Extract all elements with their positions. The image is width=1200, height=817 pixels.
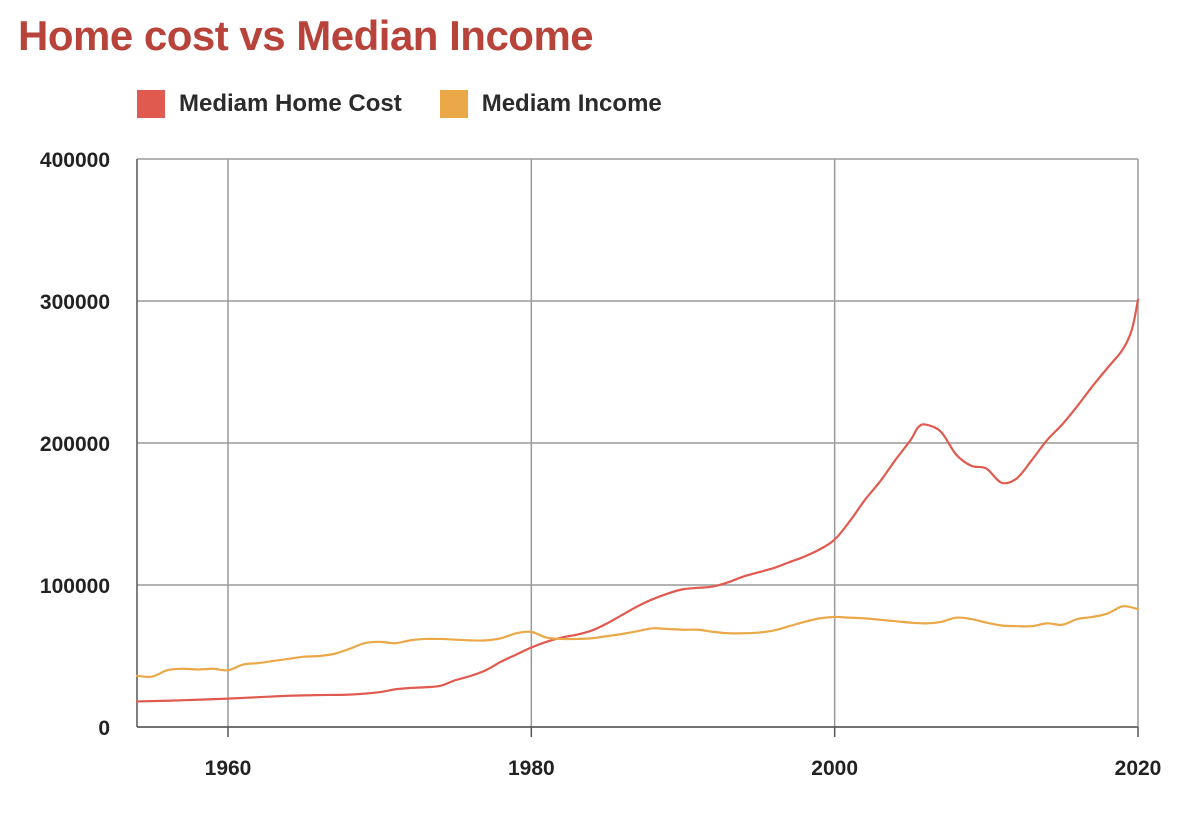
legend-swatch-home-cost bbox=[137, 90, 165, 118]
x-tick-label: 2020 bbox=[1115, 757, 1162, 780]
y-tick-label: 300000 bbox=[40, 291, 110, 314]
x-tick-label: 2000 bbox=[811, 757, 858, 780]
legend-label-home-cost: Mediam Home Cost bbox=[179, 90, 402, 117]
y-tick-label: 100000 bbox=[40, 575, 110, 598]
legend: Mediam Home Cost Mediam Income bbox=[137, 90, 662, 118]
legend-item-income: Mediam Income bbox=[439, 90, 662, 118]
legend-label-income: Mediam Income bbox=[481, 90, 662, 117]
y-tick-label: 0 bbox=[98, 717, 110, 740]
x-tick-label: 1980 bbox=[508, 757, 555, 780]
y-tick-label: 400000 bbox=[40, 149, 110, 172]
chart-title: Home cost vs Median Income bbox=[18, 12, 594, 59]
legend-item-home-cost: Mediam Home Cost bbox=[137, 90, 402, 118]
x-tick-label: 1960 bbox=[205, 757, 252, 780]
series-line-home-cost bbox=[135, 298, 1140, 703]
y-tick-label: 200000 bbox=[40, 433, 110, 456]
series-line-income bbox=[135, 605, 1140, 678]
legend-swatch-income bbox=[439, 90, 468, 118]
